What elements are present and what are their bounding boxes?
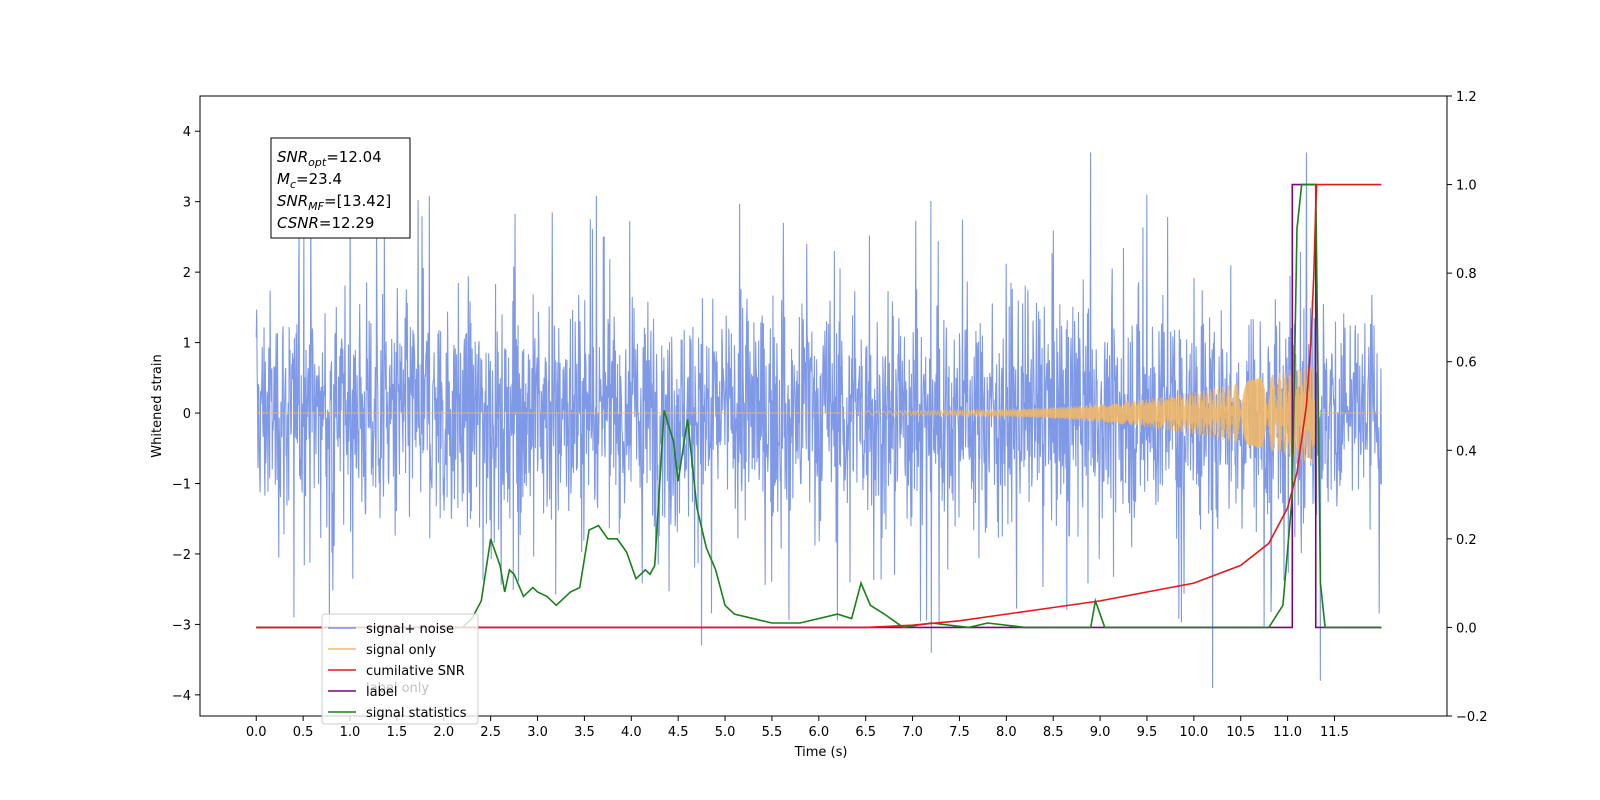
x-tick-label: 8.5 [1043,725,1064,740]
x-tick-label: 4.5 [668,725,689,740]
x-tick-label: 0.5 [293,725,314,740]
y2-tick-label: 0.4 [1456,444,1477,459]
y-tick-label: −3 [172,618,191,633]
plot-frame [199,95,1448,717]
annotation-line: Mc=23.4 [277,170,342,191]
x-axis: 0.0 0.5 1.0 1.5 2.0 2.5 3.0 3.5 4.0 4.5 5.0 5.5 6.0 6… [246,716,1349,740]
y-axis-right: −0.2 0.0 0.2 0.4 0.6 0.8 1.0 1.2 [1447,90,1488,725]
series-cumilative-snr [256,183,1382,629]
annotation-line: CSNR=12.29 [277,214,374,232]
y2-tick-label: 0.8 [1456,267,1477,282]
x-tick-label: 8.0 [996,725,1017,740]
series-signal-only [256,364,1382,464]
x-tick-label: 6.5 [855,725,876,740]
legend-label: signal statistics [366,706,467,721]
y-tick-label: −4 [172,689,191,704]
y2-tick-label: 1.2 [1456,90,1477,105]
y-tick-label: 1 [183,337,191,352]
legend-label: signal only [366,643,436,658]
x-tick-label: 4.0 [621,725,642,740]
x-tick-label: 2.5 [480,725,501,740]
series-layer [255,152,1382,688]
series-signal-noise [255,152,1382,688]
y-tick-label: 0 [183,407,191,422]
x-tick-label: 10.0 [1179,725,1208,740]
x-tick-label: 3.5 [574,725,595,740]
y-tick-label: 2 [183,266,191,281]
x-tick-label: 2.0 [433,725,454,740]
x-tick-label: 1.0 [340,725,361,740]
x-tick-label: 10.5 [1226,725,1255,740]
y2-tick-label: 0.2 [1456,533,1477,548]
x-tick-label: 3.0 [527,725,548,740]
y-tick-label: −1 [172,478,191,493]
x-tick-label: 11.0 [1273,725,1302,740]
y-axis-left: −4 −3 −2 −1 0 1 2 3 4 [172,125,200,704]
x-tick-label: 5.0 [715,725,736,740]
legend-hidden-label: label only [366,681,429,696]
x-tick-label: 7.0 [902,725,923,740]
x-axis-label: Time (s) [794,745,848,760]
annotation-box: SNRopt=12.04Mc=23.4SNRMF=[13.42]CSNR=12.… [270,137,411,239]
x-tick-label: 11.5 [1320,725,1349,740]
annotation-line: SNRopt=12.04 [277,148,382,169]
legend-label: cumilative SNR [366,664,465,679]
y2-tick-label: −0.2 [1456,710,1488,725]
y-tick-label: 3 [183,196,191,211]
legend-label: signal+ noise [366,622,454,637]
x-tick-label: 6.0 [808,725,829,740]
x-tick-label: 0.0 [246,725,267,740]
y2-tick-label: 0.6 [1456,356,1477,371]
legend: label only signal+ noise signal only cumila… [321,613,479,725]
y-tick-label: 4 [183,125,191,140]
x-tick-label: 9.0 [1090,725,1111,740]
x-tick-label: 7.5 [949,725,970,740]
annotation-line: SNRMF=[13.42] [277,192,391,213]
plot-area [255,152,1382,688]
legend-label: label [366,685,397,700]
y-axis-label: Whitened strain [150,354,165,457]
y-tick-label: −2 [172,548,191,563]
y2-tick-label: 0.0 [1456,621,1477,636]
x-tick-label: 5.5 [762,725,783,740]
series-signal-statistics [256,183,1382,629]
x-tick-label: 1.5 [387,725,408,740]
x-tick-label: 9.5 [1137,725,1158,740]
y2-tick-label: 1.0 [1456,179,1477,194]
